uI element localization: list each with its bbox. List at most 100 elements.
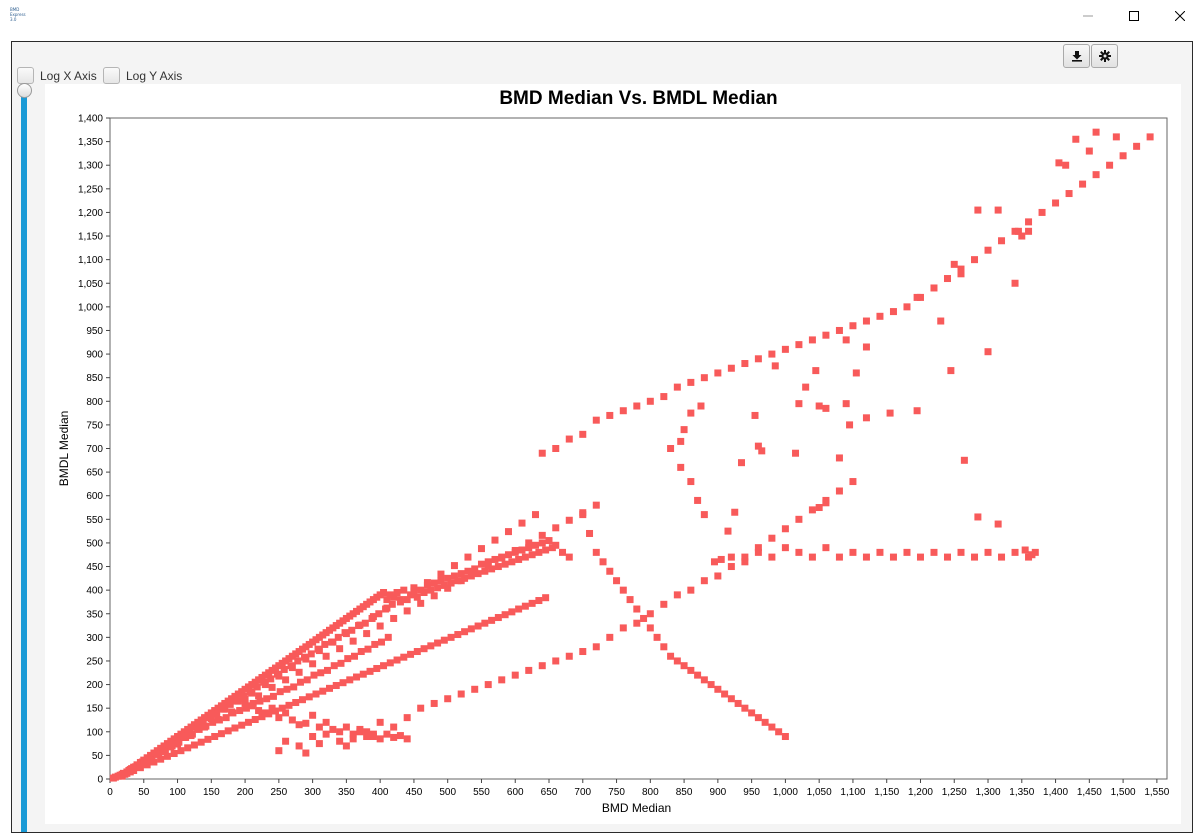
- data-point: [687, 478, 695, 486]
- x-tick-label: 1,500: [1111, 787, 1136, 798]
- data-point: [285, 701, 293, 709]
- data-point: [437, 570, 445, 578]
- data-point: [334, 633, 342, 641]
- download-button[interactable]: [1063, 44, 1090, 68]
- data-point: [586, 529, 594, 537]
- data-point: [504, 551, 512, 559]
- data-point: [477, 560, 485, 568]
- data-point: [862, 553, 870, 561]
- data-point: [407, 650, 415, 658]
- data-point: [263, 695, 271, 703]
- data-point: [471, 565, 479, 573]
- data-point: [288, 664, 296, 672]
- x-tick-label: 250: [271, 787, 288, 798]
- data-point: [808, 553, 816, 561]
- data-point: [167, 743, 175, 751]
- data-point: [403, 596, 411, 604]
- data-point: [525, 666, 533, 674]
- data-point: [1011, 279, 1019, 287]
- data-point: [241, 695, 249, 703]
- data-point: [322, 718, 330, 726]
- data-point: [386, 659, 394, 667]
- x-tick-label: 700: [574, 787, 591, 798]
- data-point: [889, 308, 897, 316]
- data-point: [646, 397, 654, 405]
- data-point: [282, 709, 290, 717]
- data-point: [359, 670, 367, 678]
- data-point: [403, 714, 411, 722]
- data-point: [565, 435, 573, 443]
- data-point: [383, 604, 391, 612]
- y-tick-label: 600: [86, 491, 103, 502]
- data-point: [653, 633, 661, 641]
- vertical-slider-track[interactable]: [21, 92, 27, 832]
- data-point: [606, 411, 614, 419]
- maximize-button[interactable]: [1111, 0, 1157, 31]
- data-point: [822, 404, 830, 412]
- vertical-slider-thumb[interactable]: [17, 83, 32, 98]
- data-point: [515, 605, 523, 613]
- data-point: [255, 692, 263, 700]
- app-logo: BMD Express 3.0: [10, 7, 26, 23]
- data-point: [700, 374, 708, 382]
- data-point: [236, 707, 244, 715]
- checkbox-box[interactable]: [103, 67, 120, 84]
- data-point: [295, 668, 303, 676]
- data-point: [444, 574, 452, 582]
- data-point: [687, 378, 695, 386]
- minimize-button[interactable]: [1065, 0, 1111, 31]
- data-point: [211, 733, 219, 741]
- data-point: [677, 463, 685, 471]
- data-point: [916, 553, 924, 561]
- data-point: [396, 732, 404, 740]
- x-tick-label: 1,350: [1009, 787, 1034, 798]
- data-point: [356, 621, 364, 629]
- data-point: [375, 610, 383, 618]
- y-tick-label: 1,200: [78, 208, 103, 219]
- data-point: [619, 624, 627, 632]
- data-point: [280, 665, 288, 673]
- data-point: [177, 747, 185, 755]
- data-point: [947, 367, 955, 375]
- chart-title: BMD Median Vs. BMDL Median: [499, 88, 777, 109]
- data-point: [484, 562, 492, 570]
- close-button[interactable]: [1157, 0, 1203, 31]
- data-point: [396, 596, 404, 604]
- data-point: [835, 454, 843, 462]
- data-point: [734, 699, 742, 707]
- data-point: [380, 589, 388, 597]
- data-point: [1146, 133, 1154, 141]
- log-x-checkbox[interactable]: Log X Axis: [17, 67, 97, 84]
- data-point: [748, 709, 756, 717]
- data-point: [974, 206, 982, 214]
- log-y-checkbox[interactable]: Log Y Axis: [103, 67, 182, 84]
- data-point: [971, 553, 979, 561]
- data-point: [768, 723, 776, 731]
- checkbox-box[interactable]: [17, 67, 34, 84]
- x-tick-label: 650: [541, 787, 558, 798]
- data-point: [903, 548, 911, 556]
- data-point: [471, 685, 479, 693]
- data-point: [673, 657, 681, 665]
- data-point: [118, 772, 126, 780]
- y-tick-label: 1,250: [78, 184, 103, 195]
- data-point: [363, 728, 371, 736]
- y-axis-label: BMDL Median: [57, 411, 71, 487]
- data-point: [434, 639, 442, 647]
- data-point: [248, 702, 256, 710]
- data-point: [369, 613, 377, 621]
- data-point: [545, 537, 553, 545]
- settings-button[interactable]: [1091, 44, 1118, 68]
- data-point: [511, 671, 519, 679]
- data-point: [226, 700, 234, 708]
- data-point: [383, 730, 391, 738]
- data-point: [1025, 227, 1033, 235]
- data-point: [461, 628, 469, 636]
- data-point: [194, 724, 202, 732]
- data-point: [369, 730, 377, 738]
- gear-icon: [1098, 50, 1111, 62]
- data-point: [344, 655, 352, 663]
- data-point: [471, 569, 479, 577]
- data-point: [518, 519, 526, 527]
- data-point: [542, 594, 550, 602]
